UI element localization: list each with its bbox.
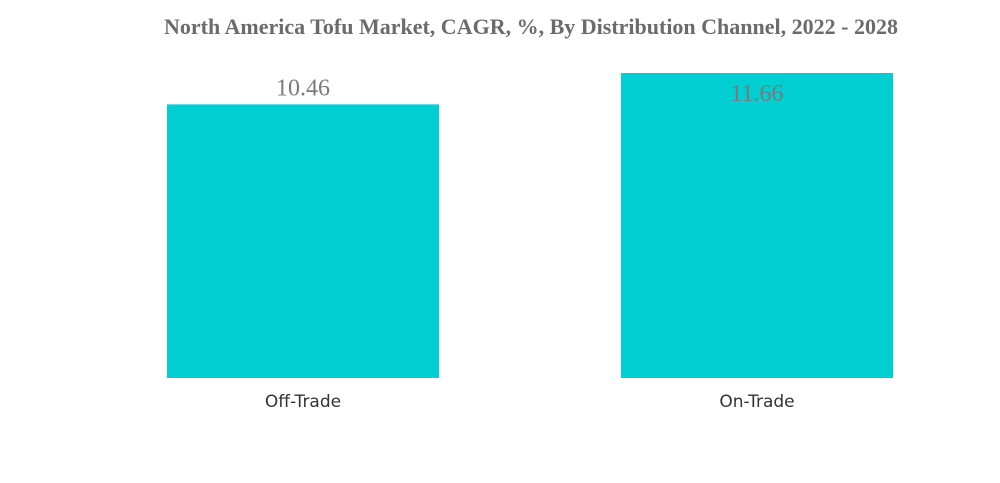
- category-label: Off-Trade: [265, 392, 341, 412]
- category-label: On-Trade: [719, 392, 794, 412]
- bar-on-trade: [621, 73, 893, 378]
- labels-layer: 10.46 Off-Trade 11.66 On-Trade: [265, 75, 795, 412]
- bar-off-trade: [167, 104, 439, 378]
- chart-title: North America Tofu Market, CAGR, %, By D…: [164, 14, 898, 39]
- bar-value-label: 10.46: [276, 75, 330, 101]
- bars-layer: [167, 73, 893, 378]
- bar-value-label: 11.66: [730, 81, 783, 107]
